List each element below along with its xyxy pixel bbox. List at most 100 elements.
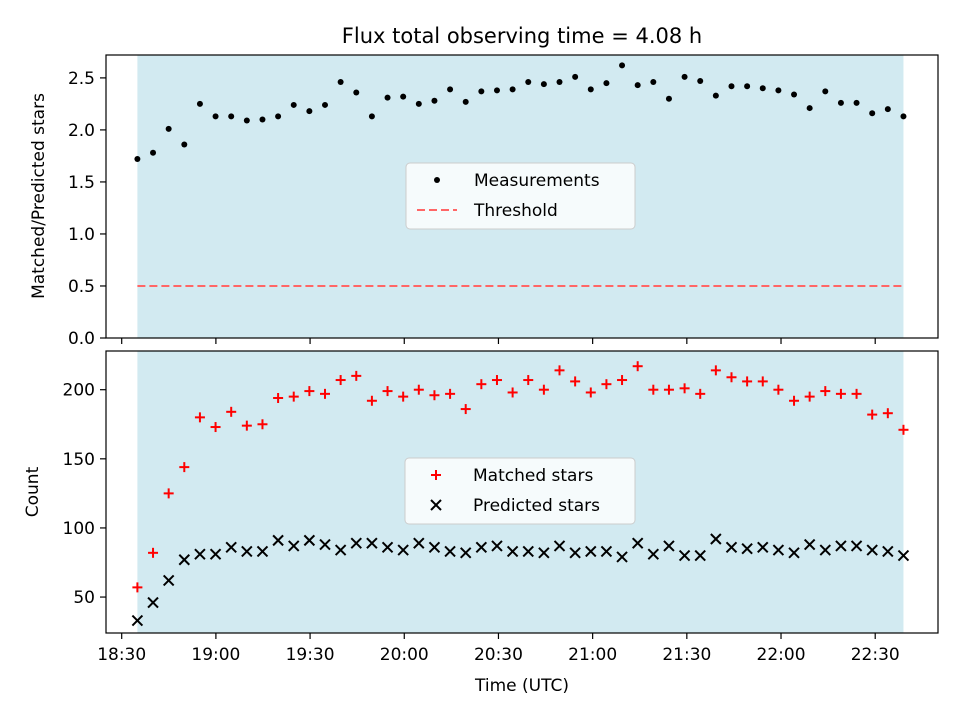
legend-label: Predicted stars [473, 496, 600, 516]
y-tick-label: 1.5 [68, 173, 95, 193]
legend: Measurements Threshold [405, 162, 636, 230]
predicted-stars-point [350, 537, 362, 549]
predicted-stars-point [162, 574, 175, 587]
predicted-stars-point [616, 551, 628, 563]
predicted-stars-point [131, 614, 144, 627]
legend-marker-x [430, 499, 442, 511]
x-tick-label: 21:30 [662, 645, 711, 665]
predicted-stars-point [194, 548, 206, 560]
predicted-stars-point [772, 544, 785, 556]
predicted-stars-point [647, 548, 660, 560]
measurement-point [806, 105, 813, 112]
measurement-point [587, 86, 594, 93]
matched-stars-point [226, 406, 237, 417]
matched-stars-point [179, 462, 190, 473]
measurement-point [712, 92, 719, 99]
matched-stars-point [554, 365, 565, 376]
predicted-stars-point [444, 545, 456, 558]
matched-stars-point [241, 420, 252, 431]
measurement-point [306, 108, 313, 115]
measurement-point [728, 83, 735, 90]
x-tick-label: 19:30 [286, 645, 335, 665]
matched-stars-point [523, 375, 534, 386]
measurement-point [228, 113, 235, 120]
measurement-point [275, 113, 282, 120]
legend-marker-plus [431, 470, 441, 480]
predicted-stars-point [303, 534, 316, 547]
matched-stars-point [351, 370, 362, 381]
measurement-point [384, 94, 391, 101]
measurement-point [165, 125, 172, 132]
matched-stars-point [695, 388, 706, 399]
matched-stars-point [679, 383, 690, 394]
legend-box [404, 457, 636, 525]
measurement-point [744, 83, 751, 90]
matched-stars-point [757, 376, 768, 387]
legend-label: Threshold [473, 201, 558, 221]
measurement-point [869, 110, 876, 117]
measurement-point [400, 93, 407, 100]
predicted-stars-point [366, 537, 378, 549]
matched-stars-point [773, 384, 784, 395]
matched-stars-point [491, 375, 502, 386]
predicted-stars-point [475, 541, 488, 554]
legend-marker-dot [434, 177, 440, 183]
matched-stars-point [335, 375, 346, 386]
x-tick-label: 22:30 [851, 645, 900, 665]
matched-stars-point [726, 372, 737, 383]
measurement-point [322, 101, 329, 108]
chart-title: Flux total observing time = 4.08 h [342, 24, 702, 48]
measurement-point [196, 100, 203, 107]
matched-stars-point [648, 384, 659, 395]
measurement-point [431, 97, 438, 104]
predicted-stars-point [319, 538, 331, 551]
matched-stars-point [835, 388, 846, 399]
measurement-point [791, 91, 798, 98]
predicted-stars-point [272, 534, 284, 547]
predicted-stars-point [334, 544, 347, 556]
predicted-stars-point [428, 541, 441, 554]
y-tick-label: 2.5 [68, 69, 95, 89]
y-tick-label: 50 [73, 588, 95, 608]
measurement-point [853, 99, 860, 106]
matched-stars-point [304, 386, 315, 397]
matched-stars-point [288, 391, 299, 402]
panel-ratio: 0.0 0.5 1.0 1.5 2.0 2.5 Measurements Threshold [68, 54, 939, 349]
legend-box [405, 162, 636, 230]
measurement-point [650, 79, 657, 86]
y-tick-label: 0.0 [68, 329, 95, 349]
matched-stars-point [882, 408, 893, 419]
legend: Matched stars Predicted stars [404, 457, 636, 525]
predicted-stars-point [850, 540, 863, 552]
predicted-stars-point [788, 547, 800, 559]
measurement-point [775, 87, 782, 94]
predicted-stars-point [506, 545, 519, 558]
predicted-stars-point [882, 545, 894, 558]
measurement-point [525, 79, 532, 86]
matched-stars-point [148, 547, 159, 558]
predicted-stars-point [678, 549, 691, 562]
predicted-stars-point [725, 541, 738, 554]
measurement-point [900, 113, 907, 120]
measurement-point [447, 86, 454, 93]
predicted-stars-point [631, 537, 644, 549]
predicted-stars-point [147, 596, 159, 609]
measurement-point [493, 87, 500, 94]
measurement-point [478, 88, 485, 95]
matched-stars-point [867, 409, 878, 420]
matched-stars-point [445, 388, 456, 399]
measurement-point [415, 100, 422, 107]
x-tick-label: 20:00 [380, 645, 429, 665]
matched-stars-point [710, 365, 721, 376]
predicted-stars-point [288, 540, 300, 552]
predicted-stars-point [209, 548, 222, 560]
panel-counts: 50 100 150 200 18:30 19:00 19:30 20:00 20:30 21:0… [63, 350, 939, 665]
measurement-point [337, 79, 344, 86]
predicted-stars-point [225, 541, 237, 554]
predicted-stars-point [241, 545, 253, 558]
measurement-point [572, 73, 579, 80]
measurement-point [665, 95, 672, 102]
y-tick-label: 2.0 [68, 121, 95, 141]
predicted-stars-point [710, 533, 722, 545]
